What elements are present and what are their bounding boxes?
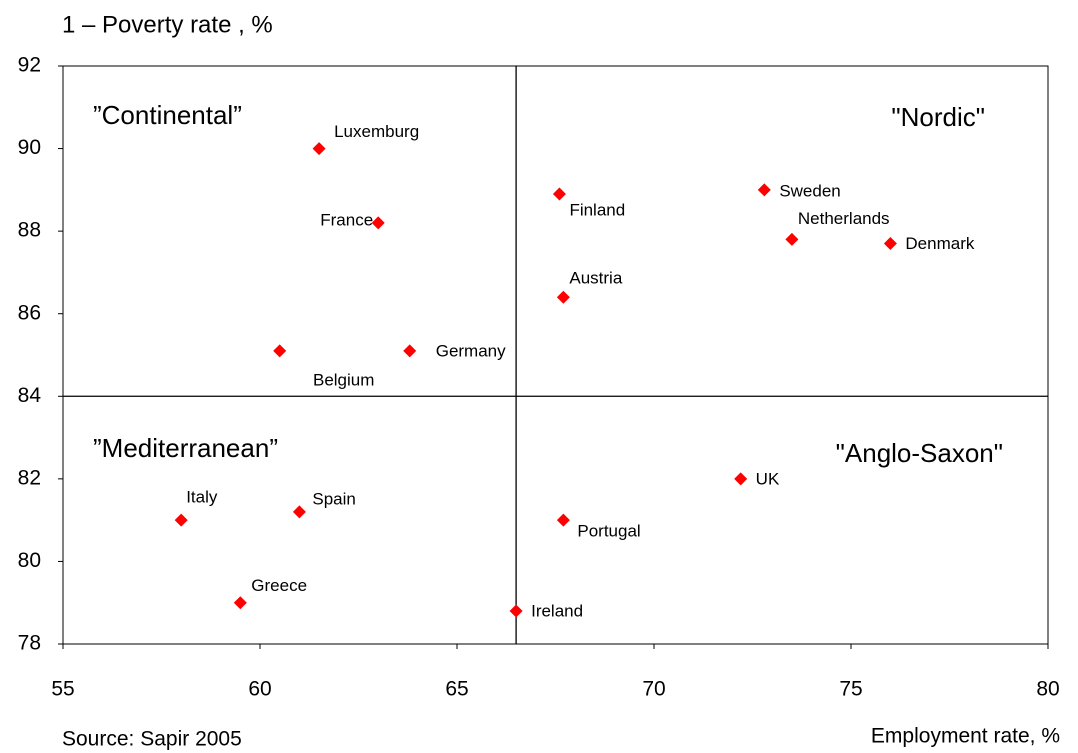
point-label: Belgium xyxy=(313,370,374,389)
plot-frame xyxy=(62,65,1049,645)
point xyxy=(292,505,306,519)
quadrant-label: "Nordic" xyxy=(891,102,985,132)
quadrant-label: ”Continental” xyxy=(93,100,242,130)
y-tick-label: 86 xyxy=(18,301,41,324)
point xyxy=(273,344,287,358)
point-label: Ireland xyxy=(531,601,583,620)
x-tick-label: 65 xyxy=(445,678,468,701)
point xyxy=(883,237,897,251)
point xyxy=(174,513,188,527)
point xyxy=(556,513,570,527)
point-label: Italy xyxy=(186,488,218,507)
point-label: Denmark xyxy=(905,234,974,253)
point-label: Portugal xyxy=(577,522,640,541)
y-tick-label: 78 xyxy=(18,632,41,655)
x-tick-label: 80 xyxy=(1036,678,1059,701)
label-backdrop xyxy=(285,366,402,395)
point-label: Greece xyxy=(251,576,307,595)
point xyxy=(734,472,748,486)
y-tick-label: 92 xyxy=(18,54,41,77)
x-tick-label: 60 xyxy=(248,678,271,701)
x-axis-label: Employment rate, % xyxy=(871,725,1060,748)
point xyxy=(509,604,523,618)
x-tick-label: 55 xyxy=(51,678,74,701)
point-label: Austria xyxy=(569,269,622,288)
point-label: France xyxy=(320,210,373,229)
point xyxy=(552,187,566,201)
point xyxy=(757,183,771,197)
y-tick-label: 80 xyxy=(18,549,41,572)
point-label: Sweden xyxy=(779,181,840,200)
y-tick-label: 82 xyxy=(18,466,41,489)
quadrant-label: ”Mediterranean” xyxy=(93,433,278,463)
y-tick-label: 88 xyxy=(18,219,41,242)
point-label: Finland xyxy=(569,200,625,219)
y-tick-label: 90 xyxy=(18,136,41,159)
y-tick-label: 84 xyxy=(18,384,42,407)
point xyxy=(233,596,247,610)
point-label: UK xyxy=(756,469,780,488)
point-label: Germany xyxy=(436,341,506,360)
point xyxy=(312,142,326,156)
point-label: Netherlands xyxy=(798,209,890,228)
point xyxy=(785,232,799,246)
point xyxy=(371,216,385,230)
y-axis-label: 1 – Poverty rate , % xyxy=(62,11,273,38)
source: Source: Sapir 2005 xyxy=(62,728,242,751)
point-label: Luxemburg xyxy=(334,122,419,141)
point xyxy=(403,344,417,358)
x-tick-label: 75 xyxy=(839,678,862,701)
point-label: Spain xyxy=(312,489,355,508)
point xyxy=(556,290,570,304)
x-tick-label: 70 xyxy=(642,678,665,701)
quadrant-label: "Anglo-Saxon" xyxy=(836,438,1003,468)
